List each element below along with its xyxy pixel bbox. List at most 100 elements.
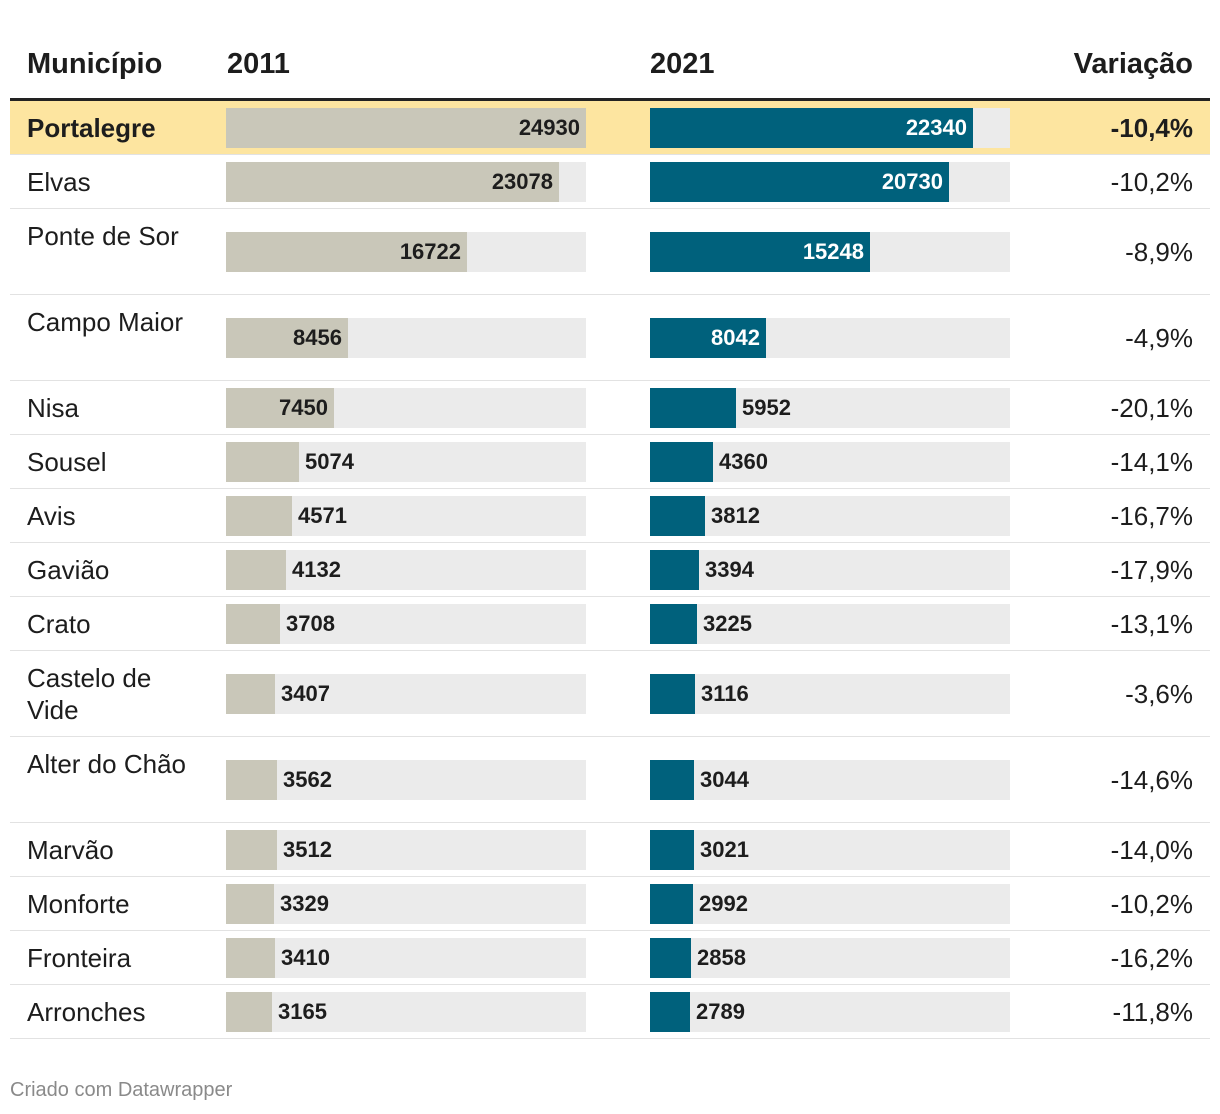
bar-track-2011: 3512 bbox=[226, 830, 586, 870]
variacao-value: -3,6% bbox=[1125, 679, 1193, 709]
bar-track-2021: 20730 bbox=[650, 162, 1010, 202]
variacao-value: -20,1% bbox=[1110, 393, 1193, 423]
bar-2021 bbox=[650, 318, 766, 358]
bar-value-2021: 3116 bbox=[701, 681, 749, 706]
bar-value-2011: 7450 bbox=[279, 395, 328, 420]
header-2011: 2011 bbox=[227, 48, 290, 80]
bar-value-2021: 2789 bbox=[696, 999, 745, 1024]
bar-2011 bbox=[226, 760, 277, 800]
bar-2011 bbox=[226, 604, 280, 644]
table-row: Marvão 3512 3021 -14,0% bbox=[10, 823, 1210, 877]
bar-2011 bbox=[226, 496, 292, 536]
variacao-value: -10,2% bbox=[1110, 889, 1193, 919]
bar-track-2011: 3329 bbox=[226, 884, 586, 924]
bar-track-2011: 3562 bbox=[226, 760, 586, 800]
bar-track-2021: 5952 bbox=[650, 388, 1010, 428]
bar-track-2011: 3165 bbox=[226, 992, 586, 1032]
bar-value-2021: 2992 bbox=[699, 891, 748, 916]
bar-track-2021: 3225 bbox=[650, 604, 1010, 644]
bar-value-2021: 3812 bbox=[711, 503, 760, 528]
bar-track-2021: 3394 bbox=[650, 550, 1010, 590]
bar-track-2021: 3812 bbox=[650, 496, 1010, 536]
header-2021: 2021 bbox=[650, 48, 715, 80]
bar-value-2011: 3165 bbox=[278, 999, 327, 1024]
bar-value-2021: 3044 bbox=[700, 767, 749, 792]
variacao-value: -10,2% bbox=[1110, 167, 1193, 197]
bar-2021 bbox=[650, 442, 713, 482]
variacao-value: -17,9% bbox=[1110, 555, 1193, 585]
bar-track-2021: 4360 bbox=[650, 442, 1010, 482]
bar-value-2021: 22340 bbox=[905, 115, 967, 140]
table-row: Ponte de Sor 16722 15248 -8,9% bbox=[10, 209, 1210, 295]
bar-value-2011: 3329 bbox=[280, 891, 329, 916]
bar-2011 bbox=[226, 884, 274, 924]
table-row: Gavião 4132 3394 -17,9% bbox=[10, 543, 1210, 597]
bar-track-2011: 5074 bbox=[226, 442, 586, 482]
variacao-value: -8,9% bbox=[1125, 237, 1193, 267]
bar-value-2011: 3410 bbox=[281, 945, 330, 970]
bar-2011 bbox=[226, 388, 334, 428]
variacao-value: -13,1% bbox=[1110, 609, 1193, 639]
bar-2021 bbox=[650, 604, 697, 644]
bar-2021 bbox=[650, 674, 695, 714]
bar-track-2021: 2858 bbox=[650, 938, 1010, 978]
bar-2021 bbox=[650, 884, 693, 924]
bar-track-2011: 3708 bbox=[226, 604, 586, 644]
municipio-name: Castelo de Vide bbox=[27, 663, 152, 725]
table-row: Alter do Chão 3562 3044 -14,6% bbox=[10, 737, 1210, 823]
variacao-value: -14,1% bbox=[1110, 447, 1193, 477]
bar-track-2011: 4571 bbox=[226, 496, 586, 536]
bar-track-2011: 3410 bbox=[226, 938, 586, 978]
municipio-name: Monforte bbox=[27, 889, 130, 919]
bar-2021 bbox=[650, 162, 949, 202]
bar-2011 bbox=[226, 318, 348, 358]
table-row: Portalegre 24930 22340 -10,4% bbox=[10, 101, 1210, 155]
municipio-name: Nisa bbox=[27, 393, 80, 423]
bar-2011 bbox=[226, 162, 559, 202]
table-row: Fronteira 3410 2858 -16,2% bbox=[10, 931, 1210, 985]
variacao-value: -10,4% bbox=[1110, 113, 1193, 143]
bar-value-2021: 5952 bbox=[742, 395, 791, 420]
header-divider bbox=[10, 98, 1210, 101]
municipio-name: Gavião bbox=[27, 555, 110, 585]
bar-2011 bbox=[226, 992, 272, 1032]
bar-value-2011: 4571 bbox=[298, 503, 347, 528]
bar-2021 bbox=[650, 760, 694, 800]
municipio-name: Avis bbox=[27, 501, 76, 531]
bar-track-2021: 2992 bbox=[650, 884, 1010, 924]
bar-value-2021: 20730 bbox=[881, 169, 943, 194]
table-row: Nisa 7450 5952 -20,1% bbox=[10, 381, 1210, 435]
variacao-value: -14,6% bbox=[1110, 765, 1193, 795]
variacao-value: -11,8% bbox=[1112, 997, 1193, 1027]
bar-value-2011: 3562 bbox=[283, 767, 332, 792]
table-row: Castelo de Vide 3407 3116 -3,6% bbox=[10, 651, 1210, 737]
municipio-name: Alter do Chão bbox=[27, 749, 186, 779]
bar-value-2021: 3394 bbox=[705, 557, 754, 582]
bar-2021 bbox=[650, 938, 691, 978]
bar-track-2011: 7450 bbox=[226, 388, 586, 428]
municipio-name: Marvão bbox=[27, 835, 114, 865]
header-variacao: Variação bbox=[1073, 48, 1193, 80]
bar-track-2011: 24930 bbox=[226, 108, 586, 148]
bar-value-2011: 3708 bbox=[286, 611, 335, 636]
municipio-name: Ponte de Sor bbox=[27, 221, 179, 251]
bar-2021 bbox=[650, 992, 690, 1032]
bar-value-2021: 3021 bbox=[700, 837, 749, 862]
bar-track-2011: 3407 bbox=[226, 674, 586, 714]
municipio-name: Sousel bbox=[27, 447, 107, 477]
bar-track-2011: 16722 bbox=[226, 232, 586, 272]
bar-2011 bbox=[226, 108, 586, 148]
bar-value-2011: 5074 bbox=[305, 449, 354, 474]
bar-track-2021: 3044 bbox=[650, 760, 1010, 800]
bar-track-2021: 15248 bbox=[650, 232, 1010, 272]
bar-value-2011: 3512 bbox=[283, 837, 332, 862]
bar-value-2021: 2858 bbox=[697, 945, 746, 970]
bar-value-2021: 8042 bbox=[711, 325, 760, 350]
municipio-name: Crato bbox=[27, 609, 91, 639]
bar-track-2021: 2789 bbox=[650, 992, 1010, 1032]
variacao-value: -16,2% bbox=[1110, 943, 1193, 973]
bar-track-2011: 23078 bbox=[226, 162, 586, 202]
bar-value-2011: 16722 bbox=[399, 239, 461, 264]
bar-value-2021: 15248 bbox=[802, 239, 864, 264]
bar-2021 bbox=[650, 830, 694, 870]
